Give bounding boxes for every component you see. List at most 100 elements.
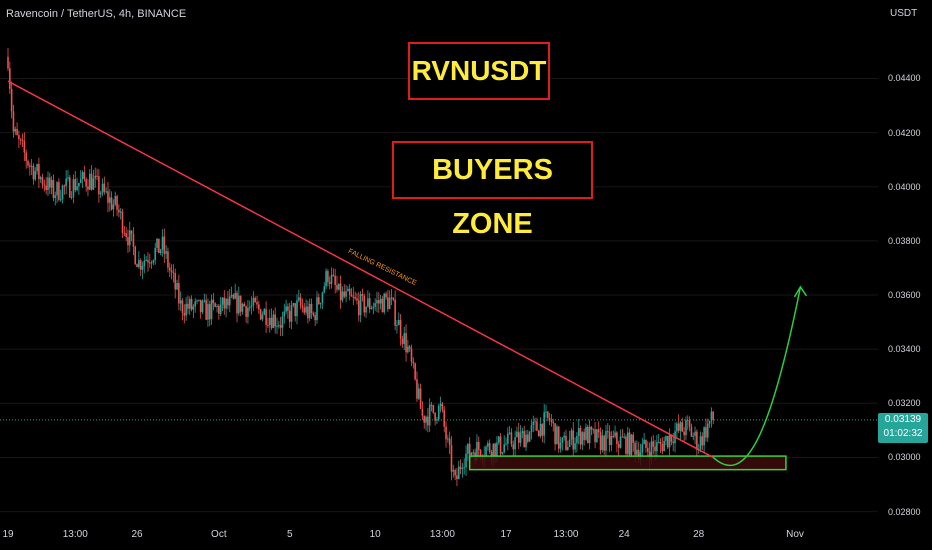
candle-body	[488, 443, 491, 452]
candle-body	[445, 426, 447, 440]
candle-body	[314, 315, 316, 321]
candle-body	[706, 423, 709, 438]
candle-body	[270, 317, 273, 328]
y-tick-label: 0.03200	[888, 398, 921, 409]
candle-body	[703, 427, 705, 446]
candle-body	[594, 429, 596, 442]
candle-body	[205, 300, 207, 320]
candle-body	[252, 297, 255, 306]
candle-body	[138, 260, 140, 268]
candle-body	[230, 294, 233, 297]
last-price-value: 0.03139	[884, 414, 922, 425]
candle-body	[597, 429, 600, 433]
candle-body	[7, 56, 9, 69]
candle-body	[65, 178, 67, 186]
candle-body	[127, 237, 129, 246]
candle-body	[85, 179, 87, 187]
candle-body	[434, 412, 436, 421]
candle-body	[410, 348, 413, 362]
candle-body	[525, 434, 527, 448]
candle-body	[168, 267, 171, 271]
candle-body	[577, 427, 580, 437]
candle-body	[630, 434, 633, 456]
candle-body	[58, 182, 60, 200]
candle-body	[447, 438, 449, 440]
candle-body	[425, 416, 427, 423]
candle-body	[428, 404, 431, 426]
buyers-zone-rect	[468, 455, 787, 471]
candle-body	[94, 175, 97, 179]
candle-body	[388, 297, 391, 310]
candle-body	[272, 314, 275, 328]
candle-body	[357, 300, 360, 316]
candle-body	[112, 204, 115, 210]
candle-body	[216, 305, 218, 307]
falling-resistance-line	[7, 80, 714, 459]
candle-body	[170, 270, 173, 273]
candle-body	[501, 452, 504, 454]
candle-body	[256, 302, 258, 305]
x-tick-label: 13:00	[429, 529, 455, 540]
candle-body	[274, 314, 276, 327]
candle-body	[536, 421, 538, 431]
candle-body	[712, 411, 715, 420]
candle-body	[661, 444, 664, 452]
candle-body	[321, 292, 324, 303]
candle-body	[332, 274, 335, 276]
y-tick-label: 0.03400	[888, 344, 921, 355]
candle-body	[645, 439, 647, 449]
candle-body	[641, 444, 644, 453]
candle-body	[599, 432, 602, 451]
candle-body	[512, 444, 515, 450]
candle-body	[176, 283, 178, 290]
currency-label: USDT	[890, 8, 918, 19]
candle-body	[219, 304, 222, 314]
candle-body	[621, 436, 624, 438]
candle-body	[294, 303, 296, 317]
candle-body	[628, 432, 631, 456]
candle-body	[258, 304, 260, 310]
candle-body	[259, 309, 262, 320]
candle-body	[672, 441, 675, 444]
candle-body	[136, 264, 138, 268]
candle-body	[96, 175, 98, 177]
candle-body	[610, 435, 613, 446]
candle-body	[485, 446, 487, 456]
candle-body	[303, 307, 306, 313]
candle-body	[527, 434, 529, 442]
candle-body	[174, 273, 177, 290]
x-tick-label: 28	[693, 529, 705, 540]
candle-body	[507, 433, 509, 444]
candle-body	[305, 306, 307, 313]
candle-body	[23, 140, 26, 153]
y-tick-label: 0.02800	[888, 506, 921, 517]
candle-body	[239, 295, 242, 312]
candle-body	[107, 191, 109, 203]
candle-body	[396, 325, 398, 327]
candle-body	[83, 172, 86, 180]
candle-body	[223, 297, 226, 309]
candle-body	[234, 292, 236, 299]
candle-body	[45, 185, 47, 190]
candle-body	[118, 209, 120, 213]
candle-body	[32, 165, 35, 180]
x-tick-label: Oct	[211, 529, 227, 540]
candle-body	[681, 422, 684, 432]
candle-body	[210, 299, 213, 320]
candle-body	[659, 441, 662, 445]
candle-body	[283, 311, 286, 317]
candle-body	[105, 191, 107, 193]
candle-body	[534, 421, 536, 423]
candle-body	[585, 426, 587, 440]
x-tick-label: Nov	[786, 529, 804, 540]
candle-body	[59, 199, 62, 201]
candle-body	[528, 431, 531, 442]
candle-body	[150, 262, 153, 264]
candle-body	[187, 303, 189, 309]
candle-body	[298, 297, 300, 301]
candle-body	[52, 179, 55, 198]
candle-body	[241, 303, 244, 312]
candle-body	[9, 68, 11, 89]
